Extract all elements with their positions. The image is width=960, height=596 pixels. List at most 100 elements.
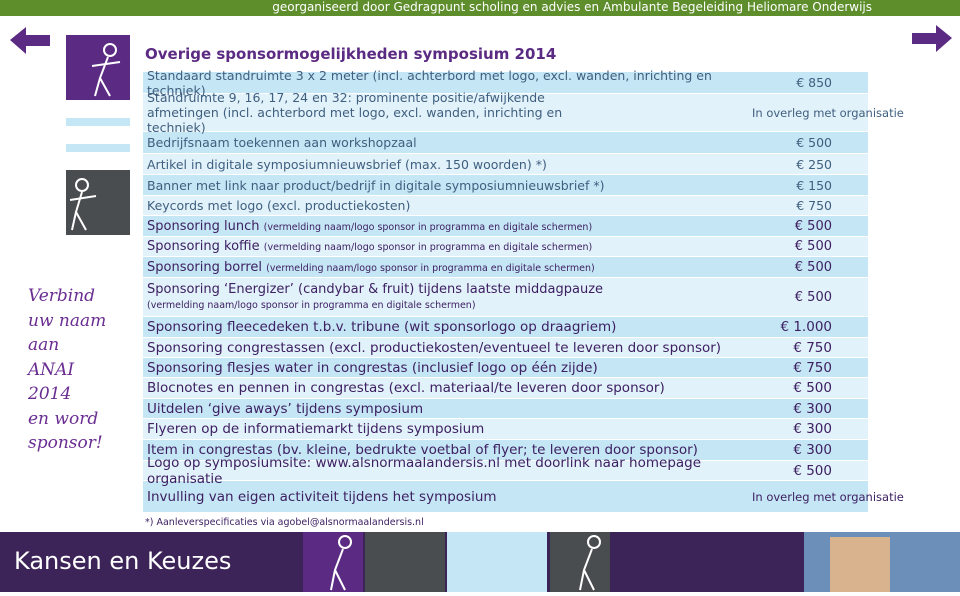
item-cell: Sponsoring lunch (vermelding naam/logo s…	[147, 219, 722, 234]
price: 500	[807, 259, 832, 275]
item-cell: Blocnotes en pennen in congrestas (excl.…	[147, 380, 722, 396]
bar	[66, 118, 130, 126]
item-cell: Sponsoring borrel (vermelding naam/logo …	[147, 260, 722, 275]
price-cell: € 150	[722, 178, 862, 193]
price-cell: € 1.000	[722, 319, 862, 335]
item-text: Item in congrestas (bv. kleine, bedrukte…	[147, 442, 698, 458]
currency: €	[793, 339, 802, 356]
item-cell: Standaard standruimte 3 x 2 meter (incl.…	[147, 68, 722, 98]
item-text: Sponsoring koffie	[147, 239, 260, 254]
brand: Kansen en Keuzes	[14, 547, 232, 575]
item-text: Sponsoring borrel	[147, 259, 262, 275]
slogan-line: ANAI	[28, 359, 75, 380]
price: 500	[807, 218, 832, 234]
slogan-line: sponsor!	[28, 433, 103, 453]
currency: €	[793, 462, 802, 479]
item-cell: Banner met link naar product/bedrijf in …	[147, 178, 722, 193]
table-row: Artikel in digitale symposiumnieuwsbrief…	[143, 154, 868, 174]
currency: €	[793, 421, 802, 437]
item-cell: Bedrijfsnaam toekennen aan workshopzaal	[147, 135, 722, 150]
price-cell: € 500	[722, 260, 862, 275]
item-cell: Invulling van eigen activiteit tijdens h…	[147, 489, 752, 505]
price-cell: € 300	[722, 421, 862, 437]
price: 300	[806, 442, 832, 458]
footnote: *) Aanleverspecificaties via agobel@alsn…	[145, 517, 424, 528]
currency: €	[793, 359, 802, 376]
item-cell: Item in congrestas (bv. kleine, bedrukte…	[147, 442, 722, 458]
price: In overleg met organisatie	[752, 489, 904, 504]
item-detail: (vermelding naam/logo sponsor in program…	[263, 242, 593, 253]
item-text: Bedrijfsnaam toekennen aan workshopzaal	[147, 135, 417, 150]
item-cell: Sponsoring fleecedeken t.b.v. tribune (w…	[147, 319, 722, 335]
item-text: Sponsoring fleecedeken t.b.v. tribune (w…	[147, 319, 617, 335]
footer-band	[0, 532, 960, 592]
table-row: Sponsoring congrestassen (excl. producti…	[143, 338, 868, 357]
price: 300	[806, 421, 832, 437]
slogan: Verbind uw naam aan ANAI 2014 en word sp…	[28, 284, 106, 456]
item-cell: Sponsoring congrestassen (excl. producti…	[147, 340, 722, 356]
price-cell: € 500	[722, 463, 862, 479]
price: 850	[808, 75, 832, 90]
price: 300	[806, 400, 832, 417]
price-cell: € 750	[722, 360, 862, 376]
price: 500	[807, 239, 832, 254]
price-cell: € 500	[722, 380, 862, 396]
currency: €	[796, 75, 805, 90]
slogan-line: 2014	[28, 384, 72, 404]
next-arrow[interactable]	[912, 25, 952, 52]
currency: €	[780, 319, 790, 335]
price: 750	[806, 339, 832, 356]
header-text: georganiseerd door Gedragpunt scholing e…	[272, 0, 872, 14]
logo-box	[66, 35, 130, 100]
price-cell: € 750	[722, 340, 862, 356]
price: 150	[808, 177, 832, 193]
price: 500	[807, 289, 832, 305]
price-cell: € 500	[722, 219, 862, 234]
item-text: Banner met link naar product/bedrijf in …	[147, 177, 605, 193]
item-cell: Logo op symposiumsite: www.alsnormaaland…	[147, 455, 722, 487]
price-cell: € 250	[722, 157, 862, 172]
back-arrow[interactable]	[10, 27, 50, 54]
table-row: Sponsoring koffie (vermelding naam/logo …	[143, 237, 868, 256]
item-text: Logo op symposiumsite: www.alsnormaaland…	[147, 454, 702, 487]
item-text: Sponsoring lunch	[147, 218, 260, 234]
table-row: Blocnotes en pennen in congrestas (excl.…	[143, 378, 868, 398]
slogan-line: uw naam	[28, 310, 107, 331]
slogan-line: en word	[28, 408, 99, 429]
price-cell: € 300	[722, 442, 862, 458]
table-row: Standaard standruimte 3 x 2 meter (incl.…	[143, 68, 868, 98]
currency: €	[796, 135, 805, 150]
table-row: Item in congrestas (bv. kleine, bedrukte…	[143, 440, 868, 460]
item-cell: Flyeren op de informatiemarkt tijdens sy…	[147, 421, 722, 437]
item-cell: Sponsoring ‘Energizer’ (candybar & fruit…	[147, 282, 722, 312]
table-row: Sponsoring fleecedeken t.b.v. tribune (w…	[143, 317, 868, 337]
table-row: Standruimte 9, 16, 17, 24 en 32: promine…	[143, 90, 904, 135]
item-text: Blocnotes en pennen in congrestas (excl.…	[147, 380, 665, 396]
logo-box	[66, 170, 130, 235]
header-bar: georganiseerd door Gedragpunt scholing e…	[0, 0, 960, 16]
item-cell: Sponsoring flesjes water in congrestas (…	[147, 360, 722, 376]
price: In overleg met organisatie	[752, 105, 904, 120]
table-row: Sponsoring borrel (vermelding naam/logo …	[143, 257, 868, 277]
item-text: Invulling van eigen activiteit tijdens h…	[147, 488, 497, 505]
table-row: Sponsoring ‘Energizer’ (candybar & fruit…	[143, 278, 868, 316]
table-row: Uitdelen ‘give aways’ tijdens symposium €…	[143, 399, 868, 418]
item-text: Flyeren op de informatiemarkt tijdens sy…	[147, 421, 485, 437]
item-text: Artikel in digitale symposiumnieuwsbrief…	[147, 156, 547, 172]
item-text: Standaard standruimte 3 x 2 meter (incl.…	[147, 67, 712, 98]
item-cell: Artikel in digitale symposiumnieuwsbrief…	[147, 157, 722, 172]
currency: €	[794, 289, 804, 305]
price-cell: € 750	[722, 198, 862, 213]
currency: €	[794, 259, 804, 275]
price: 750	[808, 198, 832, 213]
item-cell: Keycords met logo (excl. productiekosten…	[147, 198, 722, 213]
table-row: Flyeren op de informatiemarkt tijdens sy…	[143, 419, 868, 439]
table-row: Bedrijfsnaam toekennen aan workshopzaal €…	[143, 132, 868, 153]
price: 500	[808, 135, 832, 150]
price: 250	[808, 156, 832, 172]
currency: €	[793, 442, 802, 458]
slogan-line: aan	[28, 335, 60, 355]
currency: €	[796, 156, 805, 172]
